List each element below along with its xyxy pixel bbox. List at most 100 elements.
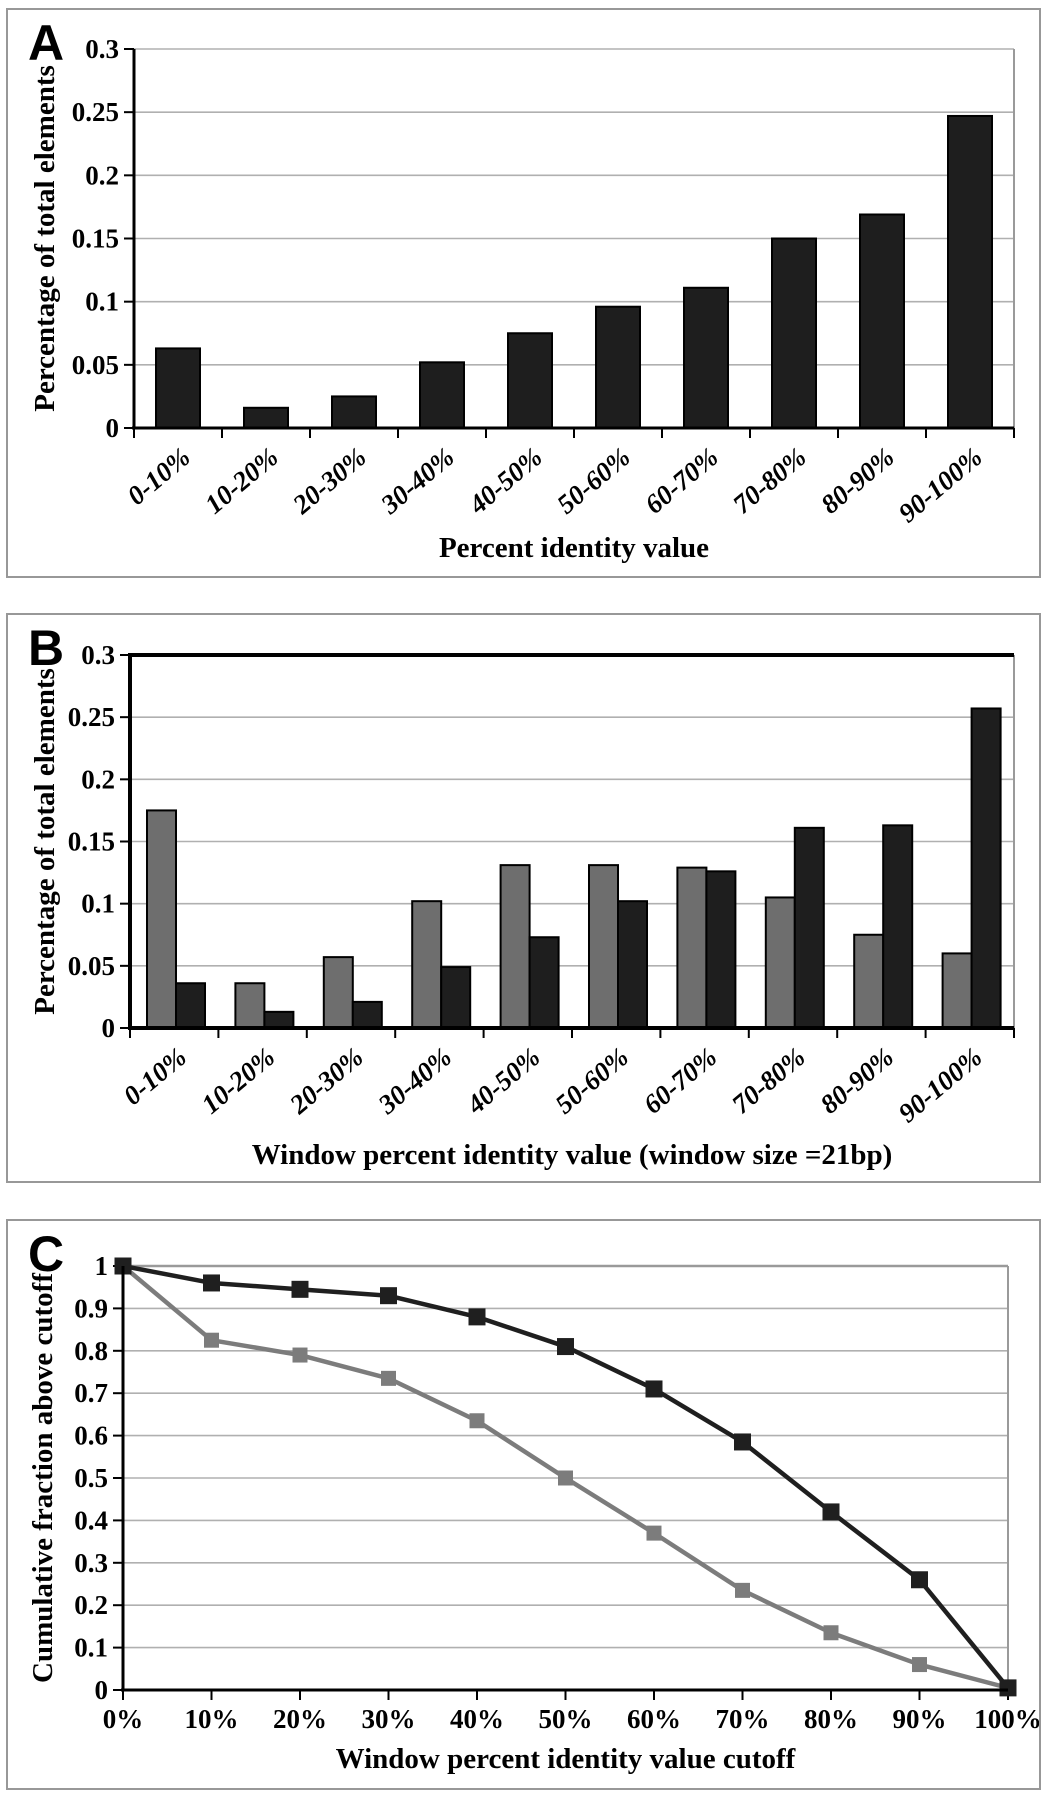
panel-a-x-category-label: 40-50% [462,442,548,521]
panel-c-x-tick-label: 60% [627,1704,681,1734]
panel-b-bar-dark [263,1010,295,1030]
panel-c-y-tick-label: 0.8 [74,1336,108,1366]
panel-c-marker-dark [468,1308,486,1326]
panel-a-bar-dark [947,114,993,429]
panel-b-y-tick-label: 0.05 [68,951,115,981]
panel-c-y-tick-label: 0 [95,1675,109,1705]
panel-b-x-category-label: 80-90% [814,1042,899,1120]
panel-b-bar-dark [617,900,648,1029]
panel-a-y-axis-title: Percentage of total elements [29,65,61,412]
panel-c: 0 0.1 0.2 0.3 0.4 0.5 0.6 0.7 0.8 0.9 1 0% 10% 20% 30%… [6,1219,1041,1790]
panel-c-y-tick-label: 0.1 [74,1633,108,1663]
panel-c-marker-gray [646,1525,662,1541]
panel-c-x-tick-label: 50% [539,1704,593,1734]
panel-a-y-tick-label: 0.25 [72,97,119,127]
panel-a-chart: 0 0.05 0.1 0.15 0.2 0.25 0.3 0-10% 10-20% 20-30% 3… [29,34,1015,564]
panel-c-marker-dark [999,1679,1017,1697]
panel-c-y-tick-label: 0.3 [74,1548,108,1578]
panel-a-bar-dark [683,286,729,429]
panel-b-bar-gray [764,896,796,1030]
panel-b-x-category-label: 20-30% [283,1042,369,1121]
panel-b-x-axis-title: Window percent identity value (window si… [252,1139,893,1171]
panel-b-bar-gray [853,933,885,1029]
panel-b-bar-gray [234,982,266,1029]
panel-a-x-category-label: 80-90% [815,442,900,520]
panel-b-bar-gray [676,866,708,1029]
panel-b-bar-gray [499,864,531,1029]
panel-b-bar-dark [882,824,914,1029]
panel-c-x-tick-label: 30% [362,1704,416,1734]
panel-a-bar-dark [419,361,465,430]
panel-c-marker-dark [291,1280,309,1298]
panel-b-bar-dark [440,966,472,1029]
panel-a-y-tick-label: 0.2 [85,160,119,190]
panel-a-bar-dark [243,406,289,429]
panel-c-y-tick-label: 0.7 [74,1378,108,1408]
panel-a-y-tick-label: 0.15 [72,224,119,254]
panel-b-bar-gray [411,900,443,1029]
panel-b-bar-dark [175,982,206,1029]
panel-b-y-tick-label: 0 [102,1013,116,1043]
panel-a-bar-dark [771,237,817,429]
panel-a-x-axis-title: Percent identity value [439,532,709,564]
panel-a-bar-dark [595,305,641,429]
panel-c-x-axis-title: Window percent identity value cutoff [336,1743,796,1775]
panel-b-bar-dark [528,936,560,1029]
panel-c-marker-dark [203,1274,220,1292]
panel-b-x-category-label: 0-10% [118,1042,192,1111]
panel-a-x-category-label: 10-20% [199,442,284,520]
panel-c-y-tick-label: 0.9 [74,1293,108,1323]
panel-c-marker-dark [734,1433,751,1451]
panel-c-x-tick-label: 70% [716,1704,770,1734]
panel-a-y-tick-label: 0.1 [85,287,119,317]
panel-c-marker-gray [292,1347,308,1363]
panel-b-x-category-label: 70-80% [726,1042,811,1120]
panel-b-x-category-label: 90-100% [893,1042,988,1129]
panel-a-x-category-label: 30-40% [374,442,460,521]
panel-a-bar-dark [507,332,553,429]
panel-c-x-tick-label: 90% [893,1704,947,1734]
panel-b-y-tick-label: 0.1 [81,889,115,919]
panel-c-y-tick-label: 0.6 [74,1421,108,1451]
panel-a-bar-dark [859,213,905,429]
panel-a-x-category-label: 50-60% [551,442,636,520]
panel-b-y-tick-label: 0.25 [68,702,115,732]
panel-c-x-tick-label: 10% [185,1704,239,1734]
panel-b-y-tick-label: 0.2 [81,764,115,794]
panel-c-x-tick-label: 100% [974,1704,1039,1734]
panel-c-chart: 00.10.20.30.40.50.60.70.80.910% 10% 20% 30%… [27,1251,1039,1775]
panel-c-marker-dark [380,1287,397,1305]
panel-c-marker-gray [204,1332,219,1348]
panel-c-marker-dark [822,1503,840,1521]
panel-a-y-tick-label: 0 [106,413,120,443]
panel-a-letter: A [28,15,65,71]
panel-b-letter: B [28,620,65,676]
panel-c-x-tick-label: 80% [804,1704,858,1734]
panel-c-y-tick-label: 0.2 [74,1590,108,1620]
panel-a-bar-dark [331,395,377,429]
panel-a-y-tick-label: 0.3 [85,34,119,64]
panel-b-bar-gray [588,864,619,1029]
panel-c-letter: C [28,1226,65,1282]
panel-a-x-category-label: 0-10% [121,442,195,511]
panel-c-marker-gray [912,1657,927,1673]
panel-b-y-tick-label: 0.15 [68,827,115,857]
panel-c-y-tick-label: 1 [95,1251,109,1281]
panel-c-marker-dark [645,1380,663,1398]
panel-c-marker-gray [469,1413,485,1429]
panel-b-y-tick-label: 0.3 [81,640,115,670]
panel-c-x-tick-label: 40% [450,1704,504,1734]
panel-c-marker-dark [557,1338,574,1356]
panel-b-x-category-label: 60-70% [638,1042,723,1120]
panel-b-bar-dark [705,870,737,1029]
panel-a-x-category-label: 20-30% [286,442,372,521]
panel-a-x-category-label: 90-100% [893,442,988,529]
panel-b-bar-dark [351,1000,383,1030]
panel-c-marker-gray [381,1370,396,1386]
panel-b-bar-gray [146,809,177,1029]
panel-b: 0 0.05 0.1 0.15 0.2 0.25 0.3 0-10% 10-20% 20-30% 3… [6,613,1041,1183]
panel-c-marker-gray [735,1582,750,1598]
panel-b-bar-dark [793,826,825,1029]
panel-a: 0 0.05 0.1 0.15 0.2 0.25 0.3 0-10% 10-20% 20-30% 3… [6,8,1041,578]
